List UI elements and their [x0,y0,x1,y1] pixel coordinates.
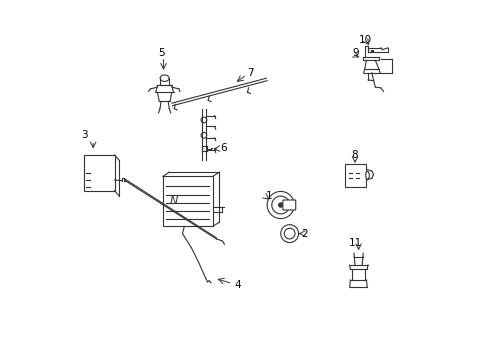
Text: 9: 9 [352,48,359,58]
Text: 2: 2 [301,229,308,239]
Text: 6: 6 [220,143,226,153]
Circle shape [279,203,283,207]
Text: 8: 8 [352,150,358,160]
Text: 5: 5 [158,48,164,58]
Text: 10: 10 [359,35,372,45]
Circle shape [201,132,207,138]
Circle shape [272,196,290,214]
FancyBboxPatch shape [84,155,115,191]
Ellipse shape [366,171,369,179]
Circle shape [284,228,295,239]
Circle shape [281,225,298,243]
Text: N: N [170,197,178,206]
Text: 3: 3 [81,130,87,140]
Ellipse shape [160,75,169,81]
Text: 11: 11 [348,238,362,248]
Circle shape [267,192,294,219]
Circle shape [201,117,207,123]
FancyBboxPatch shape [345,164,367,187]
Text: 1: 1 [266,191,272,201]
Text: 7: 7 [247,68,254,78]
FancyBboxPatch shape [283,200,296,210]
Text: 4: 4 [234,280,241,291]
FancyBboxPatch shape [163,176,213,226]
